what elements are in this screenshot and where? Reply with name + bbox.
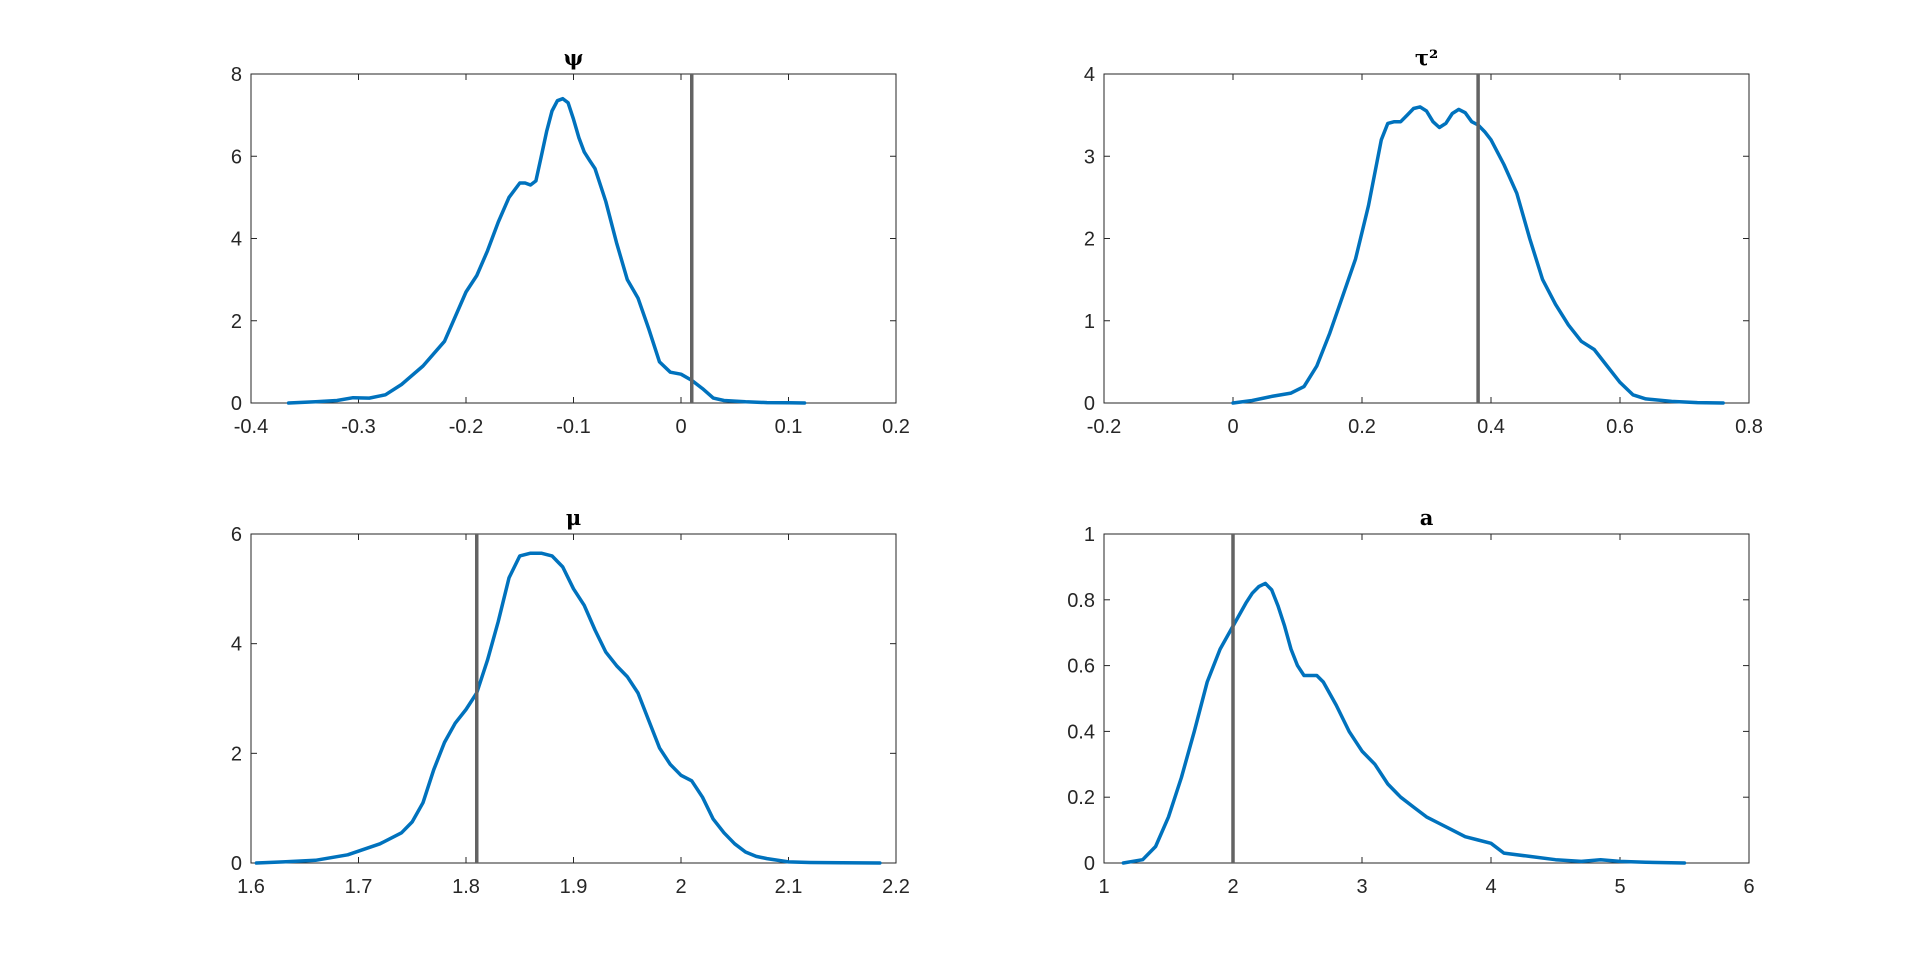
panel-psi: -0.4 -0.3 -0.2 -0.1 0 0.1 0.2 0 2 4 6 8 ψ [231, 45, 910, 438]
x-tick-label: 4 [1485, 876, 1496, 898]
y-tick-label: 0.8 [1067, 590, 1095, 612]
x-tick-label: 2.1 [775, 876, 803, 898]
y-tick-label: 6 [231, 524, 242, 546]
y-tick-label: 0.6 [1067, 656, 1095, 678]
density-line [286, 96, 807, 405]
panel-title: μ [566, 505, 581, 530]
x-tick-label: 0.2 [882, 416, 910, 438]
y-tick-label: 1 [1084, 524, 1095, 546]
y-tick-label: 0 [1084, 853, 1095, 875]
x-tick-label: 2 [1227, 876, 1238, 898]
y-tick-label: 6 [231, 146, 242, 168]
x-tick-label: 2 [675, 876, 686, 898]
x-tick-label: 0 [1227, 416, 1238, 438]
y-tick-label: 1 [1084, 311, 1095, 333]
y-tick-label: 0 [231, 393, 242, 415]
y-tick-label: 2 [1084, 229, 1095, 251]
x-tick-label: 5 [1614, 876, 1625, 898]
x-tick-label: -0.3 [341, 416, 375, 438]
panel-a: 1 2 3 4 5 6 0 0.2 0.4 0.6 0.8 1 a [1067, 505, 1754, 898]
axes-box [250, 533, 897, 864]
x-tick-label: 6 [1743, 876, 1754, 898]
density-line [254, 551, 882, 865]
x-tick-label: -0.1 [556, 416, 590, 438]
x-tick-label: -0.4 [234, 416, 268, 438]
axes-box [250, 73, 897, 404]
x-tick-label: -0.2 [1087, 416, 1121, 438]
x-tick-label: 0 [675, 416, 686, 438]
y-tick-label: 4 [231, 634, 242, 656]
x-tick-label: 1.7 [345, 876, 373, 898]
x-tick-label: 0.4 [1477, 416, 1505, 438]
panel-title: ψ [564, 45, 584, 70]
panel-mu: 1.6 1.7 1.8 1.9 2 2.1 2.2 0 2 4 6 μ [231, 505, 910, 898]
axes-box [1103, 73, 1750, 404]
x-tick-label: 1.6 [237, 876, 265, 898]
panel-title: a [1420, 505, 1434, 530]
y-tick-label: 2 [231, 743, 242, 765]
panel-title: τ² [1415, 45, 1438, 70]
y-tick-label: 3 [1084, 146, 1095, 168]
y-tick-label: 0 [1084, 393, 1095, 415]
y-tick-label: 0.2 [1067, 787, 1095, 809]
x-tick-label: -0.2 [449, 416, 483, 438]
x-tick-label: 0.1 [775, 416, 803, 438]
density-line [1231, 105, 1725, 405]
y-tick-label: 8 [231, 64, 242, 86]
x-tick-label: 0.6 [1606, 416, 1634, 438]
density-line [1121, 581, 1687, 865]
y-tick-label: 4 [1084, 64, 1095, 86]
x-tick-label: 1 [1098, 876, 1109, 898]
y-tick-label: 0 [231, 853, 242, 875]
x-tick-label: 1.8 [452, 876, 480, 898]
x-tick-label: 0.2 [1348, 416, 1376, 438]
x-tick-label: 3 [1356, 876, 1367, 898]
y-tick-label: 4 [231, 229, 242, 251]
axes-box [1103, 533, 1750, 864]
y-tick-label: 0.4 [1067, 721, 1095, 743]
x-tick-label: 0.8 [1735, 416, 1763, 438]
x-tick-label: 1.9 [560, 876, 588, 898]
x-tick-label: 2.2 [882, 876, 910, 898]
y-tick-label: 2 [231, 311, 242, 333]
